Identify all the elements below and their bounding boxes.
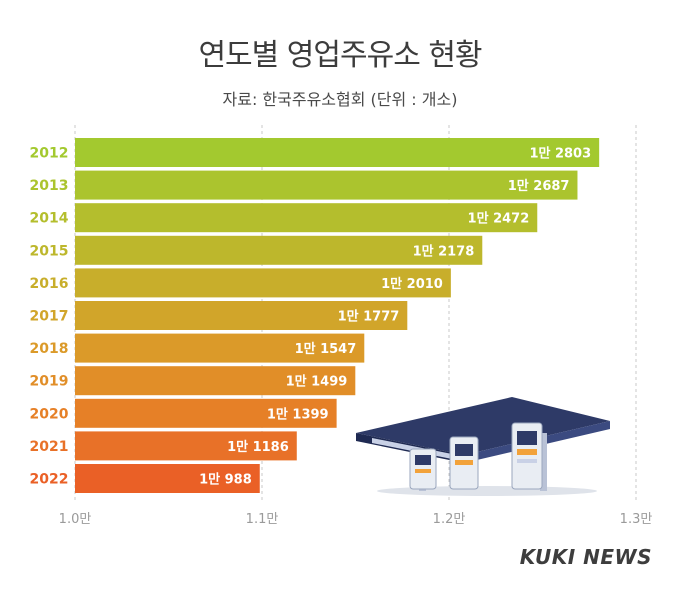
category-label: 2013 — [30, 178, 69, 194]
category-label: 2016 — [30, 276, 69, 292]
bar-value-label: 1만 1499 — [286, 374, 348, 390]
bar — [75, 464, 260, 493]
category-label: 2021 — [30, 439, 69, 455]
category-label: 2015 — [30, 243, 69, 259]
bar-value-label: 1만 1186 — [227, 439, 289, 455]
bar — [75, 333, 365, 363]
category-label: 2014 — [30, 211, 69, 227]
bar — [75, 301, 408, 330]
brand-logo: KUKI NEWS — [519, 545, 652, 569]
bar-value-label: 1만 1777 — [338, 309, 400, 325]
bar — [75, 431, 297, 461]
bar-value-label: 1만 988 — [199, 472, 252, 488]
category-label: 2020 — [30, 406, 69, 422]
category-label: 2022 — [30, 472, 69, 488]
bar — [75, 170, 578, 200]
chart-subtitle: 자료: 한국주유소협회 (단위 : 개소) — [222, 90, 458, 109]
bar-value-label: 1만 2687 — [508, 178, 570, 194]
x-tick-label: 1.2만 — [433, 512, 466, 527]
bar — [75, 203, 538, 233]
category-label: 2019 — [30, 374, 69, 390]
bar — [75, 268, 451, 298]
bar — [75, 138, 600, 167]
bar — [75, 398, 337, 428]
gas-station-icon — [356, 397, 610, 496]
bar-value-label: 1만 2803 — [529, 146, 591, 162]
bar — [75, 366, 356, 396]
bar-value-label: 1만 2178 — [413, 243, 475, 259]
category-label: 2017 — [30, 309, 69, 325]
bar-value-label: 1만 2010 — [381, 276, 443, 292]
bar — [75, 235, 483, 265]
x-tick-label: 1.0만 — [59, 512, 92, 527]
category-label: 2018 — [30, 341, 69, 357]
bar-value-label: 1만 1399 — [267, 406, 329, 422]
x-tick-label: 1.1만 — [246, 512, 279, 527]
category-label: 2012 — [30, 146, 69, 162]
bar-value-label: 1만 2472 — [468, 211, 530, 227]
x-tick-label: 1.3만 — [620, 512, 653, 527]
chart-title: 연도별 영업주유소 현황 — [198, 38, 482, 73]
bar-value-label: 1만 1547 — [295, 341, 357, 357]
